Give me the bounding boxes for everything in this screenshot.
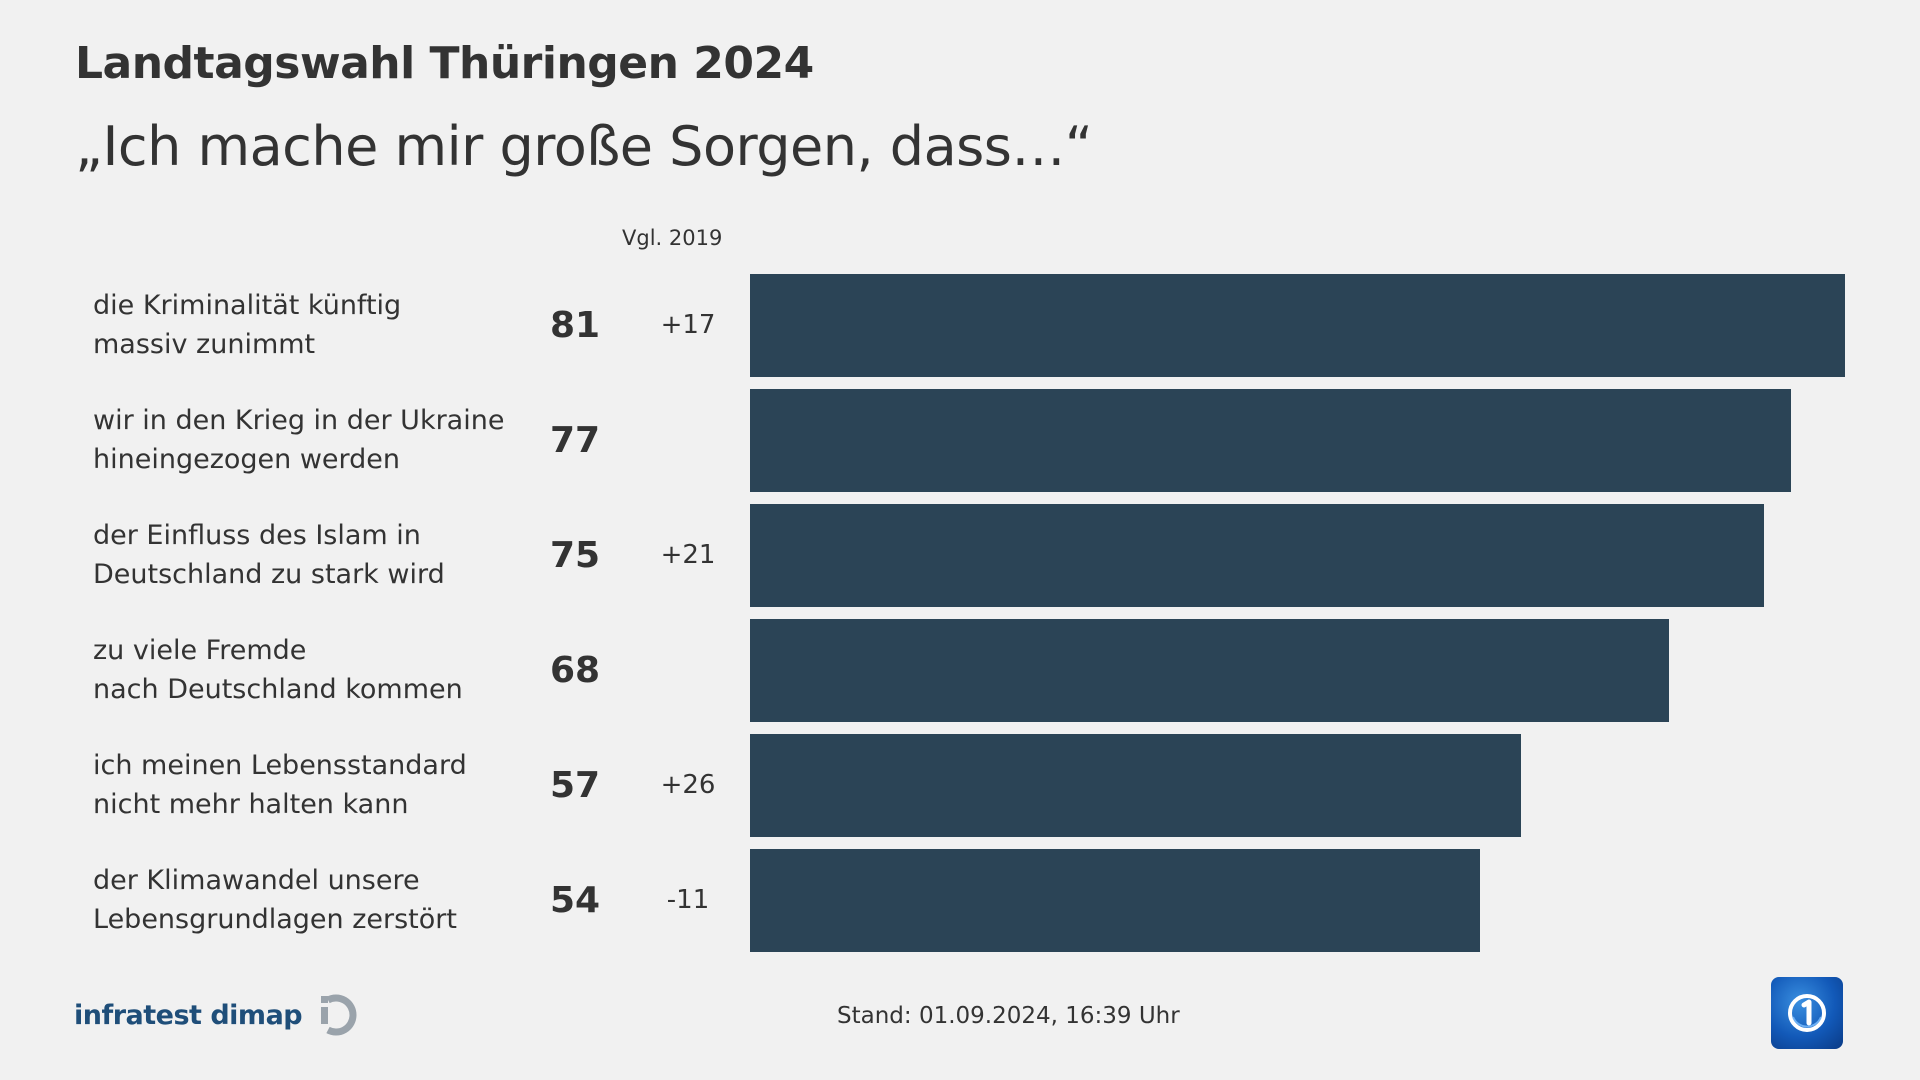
bar: [750, 619, 1669, 722]
category-label-line: nach Deutschland kommen: [93, 674, 463, 705]
category-label-line: nicht mehr halten kann: [93, 789, 409, 820]
bar: [750, 389, 1791, 492]
category-label-line: die Kriminalität künftig: [93, 290, 402, 321]
change-label: +21: [660, 540, 716, 570]
category-label: ich meinen Lebensstandard nicht mehr halt…: [93, 746, 533, 824]
category-label-line: wir in den Krieg in der Ukraine: [93, 405, 505, 436]
value-label: 57: [549, 765, 601, 806]
category-label: wir in den Krieg in der Ukraine hineingez…: [93, 401, 533, 479]
category-label-line: zu viele Fremde: [93, 635, 307, 666]
bar: [750, 504, 1764, 607]
change-label: +26: [660, 770, 716, 800]
category-label: zu viele Fremde nach Deutschland kommen: [93, 631, 533, 709]
value-label: 75: [549, 535, 601, 576]
value-label: 54: [549, 880, 601, 921]
bar-row: zu viele Fremde nach Deutschland kommen 68: [0, 619, 1920, 722]
bar-row: die Kriminalität künftig massiv zunimmt 81…: [0, 274, 1920, 377]
infratest-dimap-logo: infratest dimap: [74, 992, 360, 1038]
category-label: der Einfluss des Islam in Deutschland zu …: [93, 516, 533, 594]
page-subtitle: „Ich mache mir große Sorgen, dass…“: [75, 115, 1093, 178]
bar: [750, 734, 1521, 837]
change-label: +17: [660, 310, 716, 340]
category-label: die Kriminalität künftig massiv zunimmt: [93, 286, 533, 364]
category-label-line: massiv zunimmt: [93, 329, 316, 360]
category-label-line: ich meinen Lebensstandard: [93, 750, 467, 781]
source-label: infratest dimap: [74, 999, 303, 1031]
change-label: -11: [666, 885, 710, 915]
category-label-line: der Klimawandel unsere: [93, 865, 420, 896]
bar-row: ich meinen Lebensstandard nicht mehr halt…: [0, 734, 1920, 837]
timestamp: Stand: 01.09.2024, 16:39 Uhr: [837, 1003, 1180, 1029]
bar-row: der Einfluss des Islam in Deutschland zu …: [0, 504, 1920, 607]
category-label-line: hineingezogen werden: [93, 444, 401, 475]
bar-row: wir in den Krieg in der Ukraine hineingez…: [0, 389, 1920, 492]
value-label: 77: [549, 420, 601, 461]
category-label-line: Lebensgrundlagen zerstört: [93, 904, 457, 935]
category-label-line: der Einfluss des Islam in: [93, 520, 421, 551]
change-label: [638, 619, 738, 722]
bar: [750, 274, 1845, 377]
value-label: 68: [549, 650, 601, 691]
ard-logo-icon: [1771, 977, 1843, 1049]
category-label: der Klimawandel unsere Lebensgrundlagen z…: [93, 861, 533, 939]
page-title: Landtagswahl Thüringen 2024: [75, 38, 814, 89]
value-label: 81: [549, 305, 601, 346]
bar: [750, 849, 1480, 952]
comparison-header: Vgl. 2019: [622, 226, 723, 250]
bar-row: der Klimawandel unsere Lebensgrundlagen z…: [0, 849, 1920, 952]
change-label: [638, 389, 738, 492]
category-label-line: Deutschland zu stark wird: [93, 559, 445, 590]
dimap-logo-icon: [321, 994, 357, 1036]
